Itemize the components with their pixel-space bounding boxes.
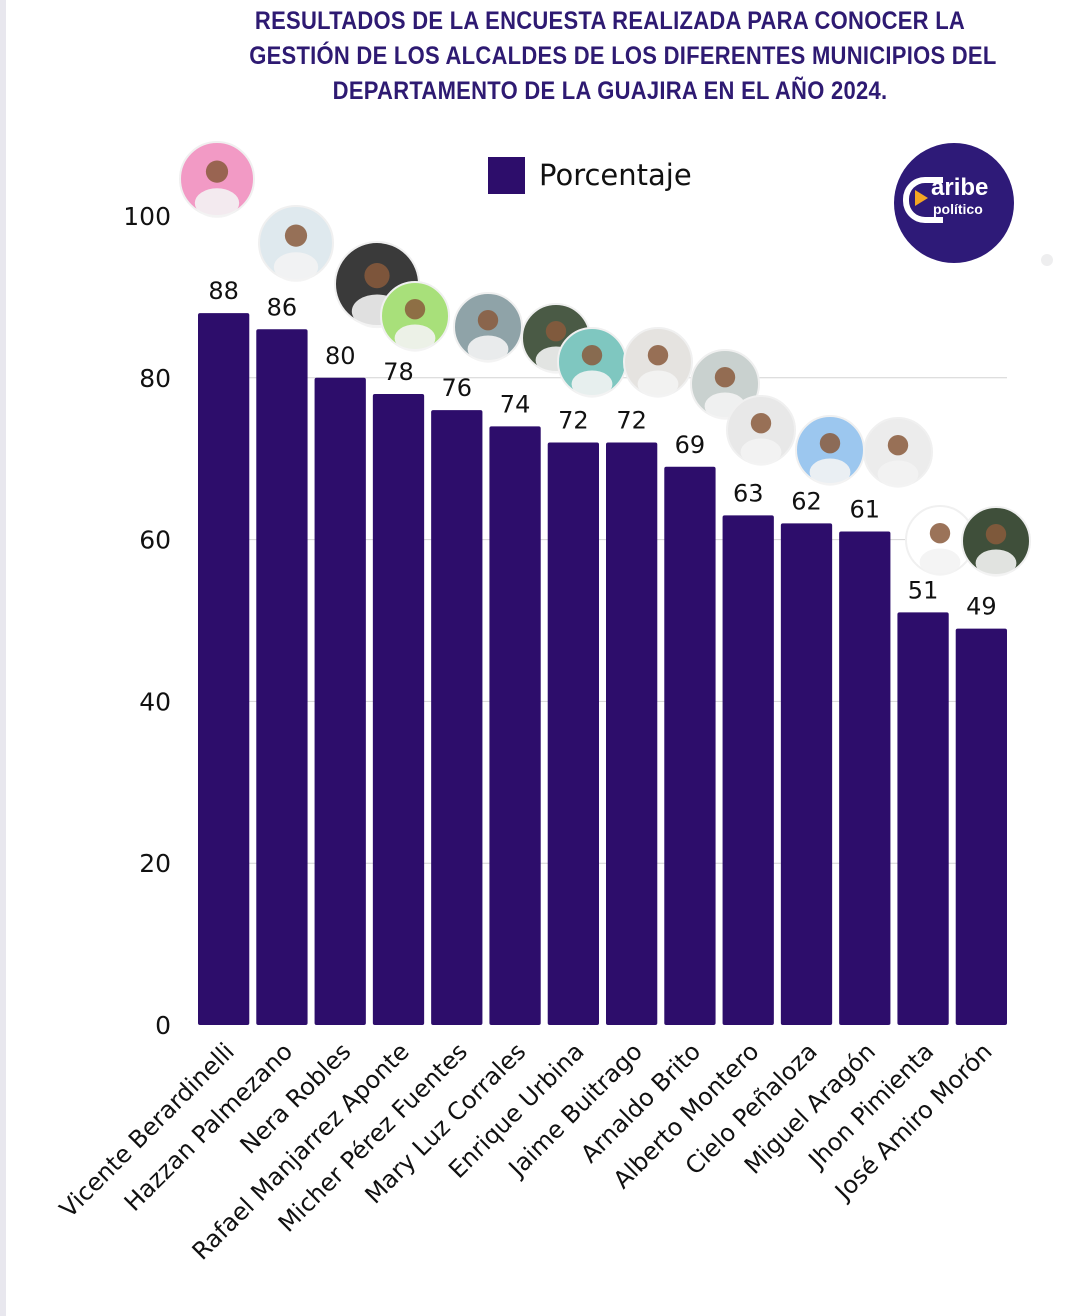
logo-word-politico: político bbox=[933, 201, 983, 217]
bars bbox=[198, 313, 1007, 1026]
mayor-avatar bbox=[726, 395, 796, 466]
bar-value-label: 80 bbox=[325, 342, 356, 370]
bar-value-label: 69 bbox=[675, 431, 706, 459]
mayor-avatar bbox=[795, 415, 865, 486]
bar bbox=[198, 313, 250, 1026]
bar bbox=[489, 426, 541, 1026]
bar bbox=[606, 442, 658, 1025]
data-labels: 88 86 80 78 76 74 72 72 69 63 62 61 51 49 bbox=[208, 277, 996, 621]
bar bbox=[314, 377, 366, 1025]
bar-value-label: 62 bbox=[791, 487, 822, 515]
bar bbox=[955, 628, 1007, 1025]
left-edge-strip bbox=[0, 0, 6, 1316]
bar-value-label: 63 bbox=[733, 479, 764, 507]
bar-value-label: 61 bbox=[850, 496, 881, 524]
logo-word-aribe: aribe bbox=[931, 174, 989, 201]
mayor-avatar bbox=[863, 417, 933, 488]
mayor-avatar bbox=[623, 327, 693, 398]
bar bbox=[839, 531, 891, 1025]
logo-c-shape-icon bbox=[903, 177, 943, 223]
bar bbox=[780, 523, 833, 1025]
title-line-2: GESTIÓN DE LOS ALCALDES DE LOS DIFERENTE… bbox=[249, 42, 997, 70]
bar-value-label: 78 bbox=[383, 358, 414, 386]
bar-value-label: 51 bbox=[908, 576, 939, 604]
play-triangle-icon bbox=[915, 190, 928, 206]
bar-value-label: 86 bbox=[267, 293, 298, 321]
bar bbox=[431, 410, 483, 1025]
bar-value-label: 76 bbox=[442, 374, 473, 402]
bar bbox=[547, 442, 599, 1025]
bar bbox=[372, 393, 425, 1026]
legend-swatch bbox=[488, 156, 525, 194]
y-tick-label: 20 bbox=[139, 849, 171, 878]
y-tick-label: 80 bbox=[139, 364, 171, 393]
bar bbox=[722, 515, 774, 1025]
bar-value-label: 72 bbox=[616, 407, 647, 435]
title-line-1: RESULTADOS DE LA ENCUESTA REALIZADA PARA… bbox=[254, 7, 966, 35]
y-tick-label: 60 bbox=[139, 526, 171, 555]
scroll-indicator-dot[interactable] bbox=[1041, 254, 1053, 266]
legend: Porcentaje bbox=[488, 156, 692, 194]
mayor-avatar bbox=[179, 141, 255, 218]
bar bbox=[256, 329, 308, 1025]
mayor-avatar bbox=[453, 292, 523, 363]
y-axis-ticks: 0 20 40 60 80 100 bbox=[123, 202, 171, 1040]
bar bbox=[664, 466, 716, 1025]
avatars bbox=[179, 141, 1031, 577]
mayor-avatar bbox=[557, 327, 627, 398]
bar bbox=[897, 612, 949, 1025]
legend-label: Porcentaje bbox=[539, 158, 692, 192]
y-tick-label: 100 bbox=[123, 202, 171, 231]
bar-value-label: 88 bbox=[208, 277, 239, 305]
bar-value-label: 74 bbox=[500, 390, 531, 418]
bar-value-label: 72 bbox=[558, 407, 589, 435]
mayor-avatar bbox=[380, 281, 450, 352]
mayor-avatar bbox=[258, 205, 334, 282]
chart-title: RESULTADOS DE LA ENCUESTA REALIZADA PARA… bbox=[249, 4, 997, 109]
mayor-avatar bbox=[961, 506, 1031, 577]
title-line-3: DEPARTAMENTO DE LA GUAJIRA EN EL AÑO 202… bbox=[332, 77, 888, 105]
y-tick-label: 40 bbox=[139, 687, 171, 716]
bar-value-label: 49 bbox=[966, 593, 997, 621]
y-tick-label: 0 bbox=[155, 1011, 171, 1040]
caribe-politico-logo: aribe político bbox=[894, 143, 1014, 263]
